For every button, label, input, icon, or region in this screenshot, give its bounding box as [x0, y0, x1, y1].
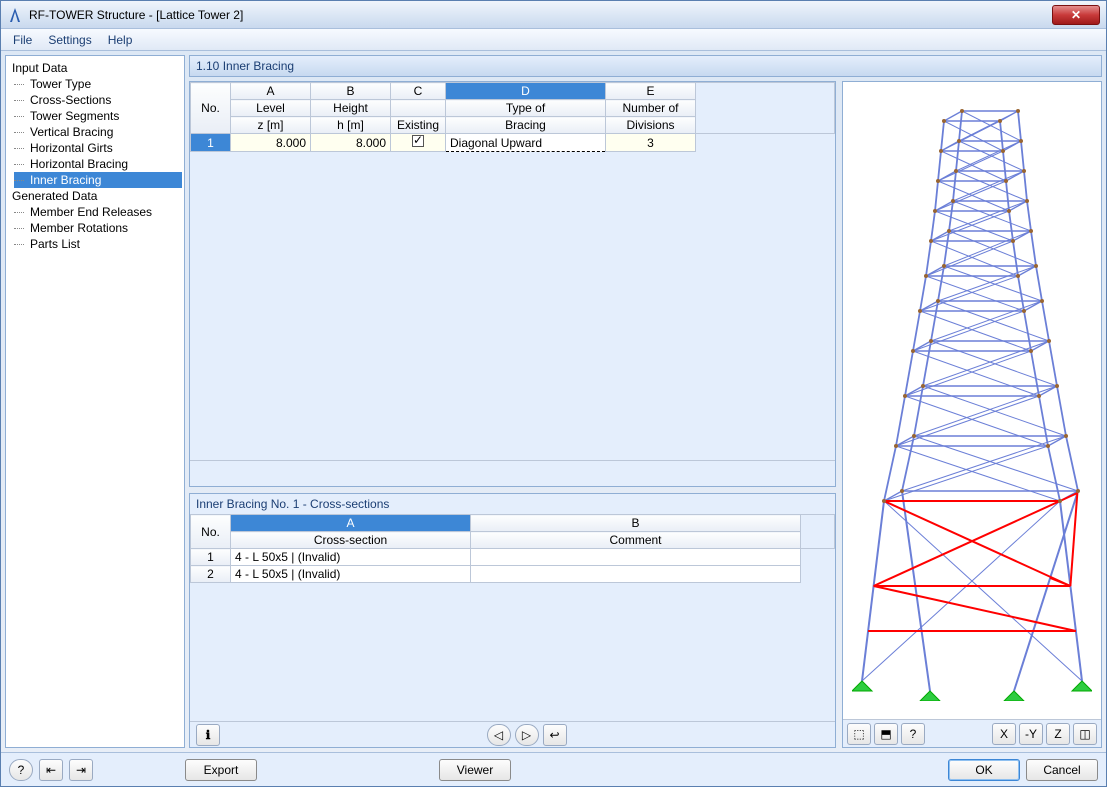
tree-horizontal-girts[interactable]: Horizontal Girts	[14, 140, 182, 156]
tower-svg	[852, 101, 1092, 701]
tree-inner-bracing[interactable]: Inner Bracing	[14, 172, 182, 188]
nav-prev-button[interactable]: ⇤	[39, 759, 63, 781]
cell-divisions[interactable]: 3	[606, 134, 696, 152]
sub-col-no: No.	[191, 515, 231, 549]
sub-table-scroll[interactable]: No.ABCross-sectionComment14 - L 50x5 | (…	[190, 514, 835, 721]
row-no[interactable]: 1	[191, 134, 231, 152]
cell-h[interactable]: 8.000	[311, 134, 391, 152]
reset-button[interactable]: ↩	[543, 724, 567, 746]
sub-col-letter-B[interactable]: B	[471, 515, 801, 532]
existing-checkbox[interactable]	[412, 135, 424, 147]
col-no: No.	[191, 83, 231, 134]
col-letter-A[interactable]: A	[231, 83, 311, 100]
table-row[interactable]: 24 - L 50x5 | (Invalid)	[191, 566, 835, 583]
cell-existing[interactable]	[391, 134, 446, 152]
nav-next-button[interactable]: ⇥	[69, 759, 93, 781]
main-table-box: No.ABCDE LevelHeight Type ofNumber of z [m]…	[189, 81, 836, 487]
col-h2-1: h [m]	[311, 117, 391, 134]
main-area: Input Data Tower Type Cross-Sections Tow…	[1, 51, 1106, 752]
view-btn-1[interactable]: ⬚	[847, 723, 871, 745]
table-row[interactable]: 18.0008.000Diagonal Upward3	[191, 134, 835, 152]
tree-cross-sections[interactable]: Cross-Sections	[14, 92, 182, 108]
col-h2-4: Divisions	[606, 117, 696, 134]
preview-canvas[interactable]	[843, 82, 1101, 719]
viewer-button[interactable]: Viewer	[439, 759, 511, 781]
view-x-button[interactable]: X	[992, 723, 1016, 745]
table-row[interactable]: 14 - L 50x5 | (Invalid)	[191, 549, 835, 566]
menu-settings[interactable]: Settings	[40, 31, 99, 49]
view-y-button[interactable]: -Y	[1019, 723, 1043, 745]
tree-input-data[interactable]: Input Data	[8, 60, 182, 76]
view-iso-button[interactable]: ◫	[1073, 723, 1097, 745]
sub-col-h-0: Cross-section	[231, 532, 471, 549]
tree-tower-segments[interactable]: Tower Segments	[14, 108, 182, 124]
col-h2-3: Bracing	[446, 117, 606, 134]
titlebar: RF-TOWER Structure - [Lattice Tower 2] ✕	[1, 1, 1106, 29]
app-window: RF-TOWER Structure - [Lattice Tower 2] ✕…	[0, 0, 1107, 787]
sub-table-box: Inner Bracing No. 1 - Cross-sections No.…	[189, 493, 836, 748]
tree-tower-type[interactable]: Tower Type	[14, 76, 182, 92]
sub-table-footer: ℹ ◁ ▷ ↩	[190, 721, 835, 747]
next-row-button[interactable]: ▷	[515, 724, 539, 746]
cell-comment[interactable]	[471, 566, 801, 583]
sub-grid: No.ABCross-sectionComment14 - L 50x5 | (…	[190, 514, 835, 583]
bottom-bar: ? ⇤ ⇥ Export Viewer OK Cancel	[1, 752, 1106, 786]
col-letter-B[interactable]: B	[311, 83, 391, 100]
tree-generated-data[interactable]: Generated Data	[8, 188, 182, 204]
cell-z[interactable]: 8.000	[231, 134, 311, 152]
tree-parts-list[interactable]: Parts List	[14, 236, 182, 252]
tree-horizontal-bracing[interactable]: Horizontal Bracing	[14, 156, 182, 172]
col-letter-D[interactable]: D	[446, 83, 606, 100]
close-button[interactable]: ✕	[1052, 5, 1100, 25]
col-h1-4: Number of	[606, 100, 696, 117]
col-h1-0: Level	[231, 100, 311, 117]
menubar: File Settings Help	[1, 29, 1106, 51]
cancel-button[interactable]: Cancel	[1026, 759, 1098, 781]
cell-cross-section[interactable]: 4 - L 50x5 | (Invalid)	[231, 549, 471, 566]
sub-row-no[interactable]: 2	[191, 566, 231, 583]
info-button[interactable]: ℹ	[196, 724, 220, 746]
help-button[interactable]: ?	[9, 759, 33, 781]
tree-member-end-releases[interactable]: Member End Releases	[14, 204, 182, 220]
tree-member-rotations[interactable]: Member Rotations	[14, 220, 182, 236]
main-table-scroll[interactable]: No.ABCDE LevelHeight Type ofNumber of z [m]…	[190, 82, 835, 460]
tree-vertical-bracing[interactable]: Vertical Bracing	[14, 124, 182, 140]
view-btn-3[interactable]: ?	[901, 723, 925, 745]
ok-button[interactable]: OK	[948, 759, 1020, 781]
sub-col-h-1: Comment	[471, 532, 801, 549]
export-button[interactable]: Export	[185, 759, 257, 781]
cell-type[interactable]: Diagonal Upward	[446, 134, 606, 152]
sub-row-no[interactable]: 1	[191, 549, 231, 566]
col-h2-2: Existing	[391, 117, 446, 134]
sub-col-letter-A[interactable]: A	[231, 515, 471, 532]
col-h1-3: Type of	[446, 100, 606, 117]
preview-panel: ⬚ ⬒ ? X -Y Z ◫	[842, 81, 1102, 748]
content-row: No.ABCDELevelHeightType ofNumber ofz [m]…	[189, 81, 1102, 748]
col-h1-1: Height	[311, 100, 391, 117]
window-title: RF-TOWER Structure - [Lattice Tower 2]	[29, 8, 1052, 22]
app-icon	[7, 7, 23, 23]
menu-help[interactable]: Help	[100, 31, 141, 49]
right-column: 1.10 Inner Bracing No.ABCDELevelHeightTy…	[189, 55, 1102, 748]
sub-table-title: Inner Bracing No. 1 - Cross-sections	[190, 494, 835, 514]
cell-cross-section[interactable]: 4 - L 50x5 | (Invalid)	[231, 566, 471, 583]
prev-row-button[interactable]: ◁	[487, 724, 511, 746]
menu-file[interactable]: File	[5, 31, 40, 49]
view-z-button[interactable]: Z	[1046, 723, 1070, 745]
tree-panel: Input Data Tower Type Cross-Sections Tow…	[5, 55, 185, 748]
main-table-footer	[190, 460, 835, 486]
section-title: 1.10 Inner Bracing	[189, 55, 1102, 77]
col-letter-C[interactable]: C	[391, 83, 446, 100]
col-h2-0: z [m]	[231, 117, 311, 134]
main-grid: No.ABCDE LevelHeight Type ofNumber of z [m]…	[190, 82, 835, 152]
preview-toolbar: ⬚ ⬒ ? X -Y Z ◫	[843, 719, 1101, 747]
tables-column: No.ABCDELevelHeightType ofNumber ofz [m]…	[189, 81, 836, 748]
view-btn-2[interactable]: ⬒	[874, 723, 898, 745]
col-h1-2	[391, 100, 446, 117]
cell-comment[interactable]	[471, 549, 801, 566]
col-letter-E[interactable]: E	[606, 83, 696, 100]
